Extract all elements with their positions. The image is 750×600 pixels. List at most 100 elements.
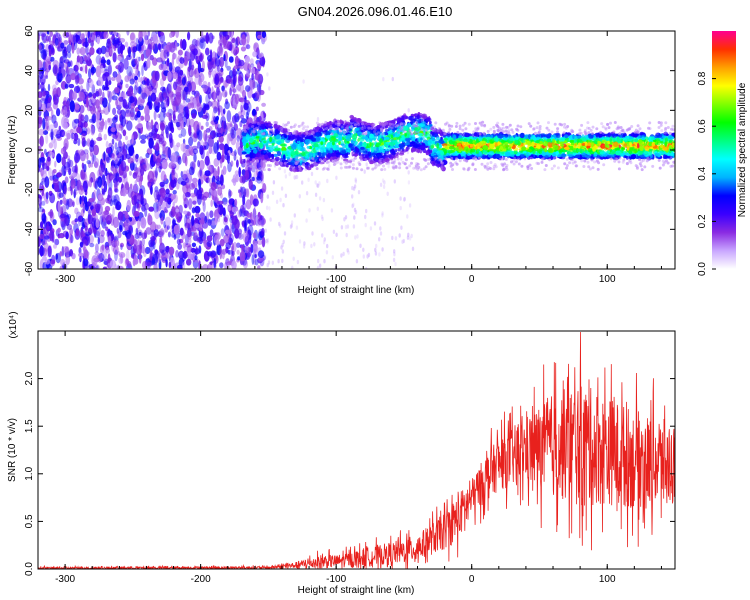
spectrogram-cell (112, 71, 118, 78)
spectrogram-cell (310, 171, 314, 177)
spectrogram-cell (194, 248, 200, 255)
spectrogram-cell (245, 111, 249, 120)
spectrogram-cell (256, 176, 262, 184)
spectrogram-cell (48, 96, 52, 103)
spectrogram-cell (98, 109, 105, 114)
spectrogram-cell (95, 65, 102, 78)
spectrogram-cell (305, 218, 308, 223)
spectrogram-cell (266, 194, 270, 199)
spectrogram-cell (140, 195, 144, 206)
spectrogram-cell (165, 112, 171, 118)
spectrogram-cell (160, 154, 167, 160)
spectrogram-cell (98, 194, 103, 200)
spectrogram-cell (86, 159, 92, 165)
spectrogram-cell (117, 33, 121, 39)
spectrogram-cell (148, 104, 153, 110)
spectrogram-cell (187, 31, 191, 41)
spectrogram-cell (217, 213, 221, 223)
spectrogram-cell (105, 140, 109, 148)
spectrogram-cell (104, 49, 110, 58)
spectrogram-cell (356, 234, 359, 239)
spectrogram-cell (266, 240, 269, 245)
spectrogram-cell (255, 106, 259, 112)
spectrogram-cell (187, 227, 192, 238)
spectrogram-cell (209, 49, 213, 60)
spectrogram-cell (244, 55, 250, 64)
spectrogram-cell (311, 231, 314, 236)
spectrogram-cell (56, 172, 62, 178)
spectrogram-cell (344, 215, 348, 220)
spectrogram-cell (175, 31, 179, 39)
spectrogram-cell (166, 98, 170, 106)
spectrogram-cell (161, 159, 168, 170)
spectrogram-cell (207, 134, 213, 139)
spectrogram-cell (194, 255, 198, 261)
spectrogram-cell (158, 96, 163, 103)
spectrogram-cell (59, 129, 66, 138)
spectrogram-cell (125, 229, 132, 240)
spectrogram-cell (90, 66, 97, 74)
spectrogram-cell (353, 215, 356, 220)
spectrogram-cell (158, 213, 163, 219)
spectrogram-cell (140, 166, 145, 177)
spectrogram-cell (79, 150, 86, 162)
spectrogram-cell (187, 66, 191, 72)
spectrogram-cell (129, 171, 132, 176)
spectrogram-cell (130, 107, 135, 118)
spectrogram-cell (60, 259, 66, 266)
spectrogram-cell (217, 107, 221, 116)
spectrogram-cell (217, 186, 223, 196)
spectrogram-cell (115, 166, 119, 174)
spectrogram-cell (274, 273, 276, 277)
spectrogram-cell (298, 239, 302, 244)
spectrogram-cell (85, 64, 88, 74)
spectrogram-cell (210, 181, 217, 191)
spectrogram-cell (91, 208, 97, 217)
spectrogram-cell (381, 178, 385, 183)
spectrogram-cell (251, 176, 255, 182)
spectrogram-cell (256, 83, 261, 93)
spectrogram-cell (70, 133, 75, 141)
spectrogram-cell (54, 160, 57, 168)
spectrogram-cell (74, 207, 79, 215)
spectrogram-cell (119, 92, 124, 98)
spectrogram-cell (218, 69, 224, 77)
spectrogram-cell (127, 87, 134, 97)
spectrogram-cell (63, 122, 69, 130)
spectrogram-cell (153, 229, 159, 237)
spectrogram-cell (171, 151, 177, 162)
spectrogram-cell (160, 227, 165, 238)
spectrogram-cell (200, 125, 204, 130)
spectrogram-cell (48, 48, 52, 58)
spectrogram-cell (242, 90, 246, 99)
spectrogram-cell (156, 201, 159, 213)
spectrogram-cell (98, 132, 102, 141)
spectrogram-cell (140, 139, 146, 144)
spectrogram-cell (170, 95, 174, 103)
spectrogram-cell (191, 207, 196, 214)
spectrogram-cell (301, 180, 304, 185)
spectrogram-cell (205, 127, 211, 133)
spectrogram-cell (84, 114, 89, 123)
spectrogram-cell (393, 179, 396, 184)
spectrogram-cell (310, 243, 313, 249)
spectrogram-cell (230, 126, 237, 139)
spectrogram-cell (314, 192, 318, 197)
spectrogram-cell (235, 37, 238, 49)
spectrogram-cell (354, 141, 358, 145)
spectrogram-cell (232, 42, 237, 54)
spectrogram-cell (155, 191, 161, 199)
spectrogram-cell (116, 227, 120, 234)
spectrogram-cell (357, 279, 359, 283)
spectrogram-cell (95, 243, 99, 253)
spectrogram-cell (234, 55, 239, 67)
spectrogram-cell (90, 125, 95, 136)
spectrogram-cell (185, 98, 191, 103)
spectrogram-cell (97, 176, 103, 188)
spectrogram-cell (318, 271, 320, 275)
spectrogram-cell (364, 222, 367, 228)
spectrogram-cell (97, 88, 103, 97)
spectrogram-cell (241, 201, 247, 213)
spectrogram-cell (61, 156, 66, 167)
spectrogram-cell (55, 32, 61, 37)
